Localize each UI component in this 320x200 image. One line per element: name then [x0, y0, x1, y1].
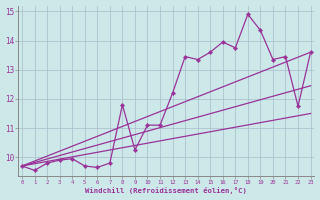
X-axis label: Windchill (Refroidissement éolien,°C): Windchill (Refroidissement éolien,°C) [85, 187, 247, 194]
